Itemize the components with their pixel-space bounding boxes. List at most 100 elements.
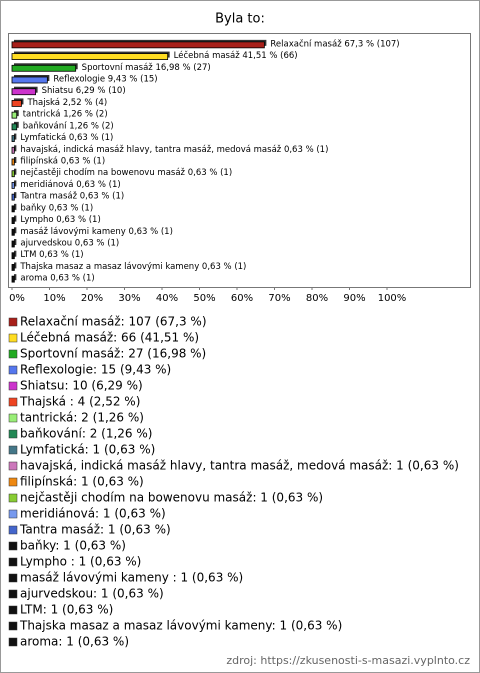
value-label: baňky 0,63 % (1) [20, 202, 93, 213]
bar-depth [14, 157, 17, 163]
bar [11, 240, 15, 248]
bar-depth [14, 168, 17, 175]
legend-label: Shiatsu: 10 (6,29 %) [20, 379, 143, 393]
x-tick-label: 30% [118, 293, 140, 304]
legend-label: baňkování: 2 (1,26 %) [20, 427, 152, 441]
value-label: Lymfatická 0,63 % (1) [20, 133, 113, 143]
legend-label: Lympho : 1 (0,63 %) [20, 555, 141, 569]
legend-swatch [8, 621, 18, 631]
legend-label: Thajská : 4 (2,52 %) [19, 395, 140, 409]
bar [11, 135, 15, 142]
bar [11, 100, 22, 107]
bar [11, 76, 48, 84]
x-tick-label: 20% [81, 293, 103, 304]
x-tick-label: 90% [343, 293, 365, 304]
legend-swatch [8, 317, 18, 327]
value-label: ajurvedskou 0,63 % (1) [20, 239, 119, 249]
legend-swatch [8, 541, 18, 551]
x-tick-label: 0% [9, 293, 25, 304]
legend-label: meridiánová: 1 (0,63 %) [20, 507, 166, 521]
legend-label: masáž lávovými kameny : 1 (0,63 %) [20, 571, 243, 585]
legend-swatch [8, 429, 18, 439]
legend-swatch [8, 637, 18, 647]
value-label: tantrická 1,26 % (2) [23, 110, 108, 120]
bar [11, 123, 18, 131]
legend-swatch [8, 493, 18, 503]
bar [11, 252, 15, 260]
value-label: meridiánová 0,63 % (1) [20, 180, 120, 190]
value-label: aroma 0,63 % (1) [20, 274, 94, 284]
legend-swatch [8, 525, 18, 535]
bar [11, 41, 265, 49]
bar [11, 53, 169, 60]
bar-depth [14, 274, 17, 281]
legend-swatch [8, 365, 18, 375]
value-label: Thajská 2,52 % (4) [26, 98, 107, 108]
value-label: filipínská 0,63 % (1) [20, 157, 105, 167]
bar-depth [14, 215, 17, 222]
legend-swatch [8, 557, 18, 567]
legend-swatch [8, 333, 18, 343]
value-label: nejčastěji chodím na bowenovu masáž 0,63… [20, 167, 232, 178]
legend-swatch [8, 445, 18, 455]
value-label: baňkování 1,26 % (2) [23, 120, 114, 131]
bar-depth [14, 145, 17, 152]
bar-depth [14, 250, 17, 257]
x-tick-label: 50% [193, 293, 215, 304]
bar [11, 182, 15, 189]
bar-depth [14, 262, 17, 269]
bar [11, 228, 15, 236]
legend-swatch [8, 349, 18, 359]
source: zdroj: https://zkusenosti-s-masazi.vypln… [226, 654, 470, 667]
legend-label: Lymfatická: 1 (0,63 %) [20, 443, 155, 457]
legend-label: Reflexologie: 15 (9,43 %) [20, 363, 171, 377]
legend-label: Sportovní masáž: 27 (16,98 %) [20, 347, 206, 361]
bar [11, 111, 18, 119]
x-tick-label: 40% [156, 293, 178, 304]
legend-label: Relaxační masáž: 107 (67,3 %) [20, 315, 207, 329]
x-tick-label: 100% [378, 293, 407, 304]
legend-swatch [8, 397, 18, 407]
bar [11, 264, 15, 271]
bar-depth [14, 227, 17, 234]
legend-label: baňky: 1 (0,63 %) [20, 539, 126, 553]
legend-label: filipínská: 1 (0,63 %) [20, 475, 144, 489]
legend-swatch [8, 461, 18, 471]
legend-swatch [8, 589, 18, 599]
bar [11, 217, 15, 224]
legend-swatch [8, 477, 18, 487]
bar [11, 193, 15, 201]
x-tick-label: 60% [231, 293, 253, 304]
value-label: Thajska masaz a masaz lávovými kameny 0,… [19, 262, 246, 272]
value-label: Tantra masáž 0,63 % (1) [19, 192, 124, 202]
bar-depth [14, 203, 17, 210]
value-label: Shiatsu 6,29 % (10) [42, 86, 126, 96]
plot-area [8, 33, 471, 288]
bar [11, 88, 36, 96]
legend-label: LTM: 1 (0,63 %) [20, 603, 113, 617]
legend-label: Thajska masaz a masaz lávovými kameny: 1… [19, 619, 342, 633]
bar [11, 275, 15, 283]
bar [11, 205, 15, 213]
legend-label: ajurvedskou: 1 (0,63 %) [20, 587, 164, 601]
legend-swatch [8, 605, 18, 615]
value-label: Lympho 0,63 % (1) [20, 215, 100, 225]
value-label: masáž lávovými kameny 0,63 % (1) [20, 227, 173, 237]
legend-swatch [8, 381, 18, 391]
legend-label: Tantra masáž: 1 (0,63 %) [19, 523, 171, 537]
bar [11, 64, 77, 72]
legend-label: Léčebná masáž: 66 (41,51 %) [20, 331, 199, 345]
value-label: Sportovní masáž 16,98 % (27) [82, 63, 211, 73]
legend-label: tantrická: 2 (1,26 %) [20, 411, 144, 425]
bar [11, 146, 15, 154]
bar [11, 158, 15, 166]
legend-swatch [8, 573, 18, 583]
bar-depth [14, 239, 17, 245]
bar-depth [14, 180, 17, 187]
value-label: havajská, indická masáž hlavy, tantra ma… [20, 145, 328, 155]
legend-swatch [8, 509, 18, 519]
bar-depth [14, 133, 17, 140]
x-tick-label: 10% [43, 293, 65, 304]
bar [11, 170, 15, 178]
